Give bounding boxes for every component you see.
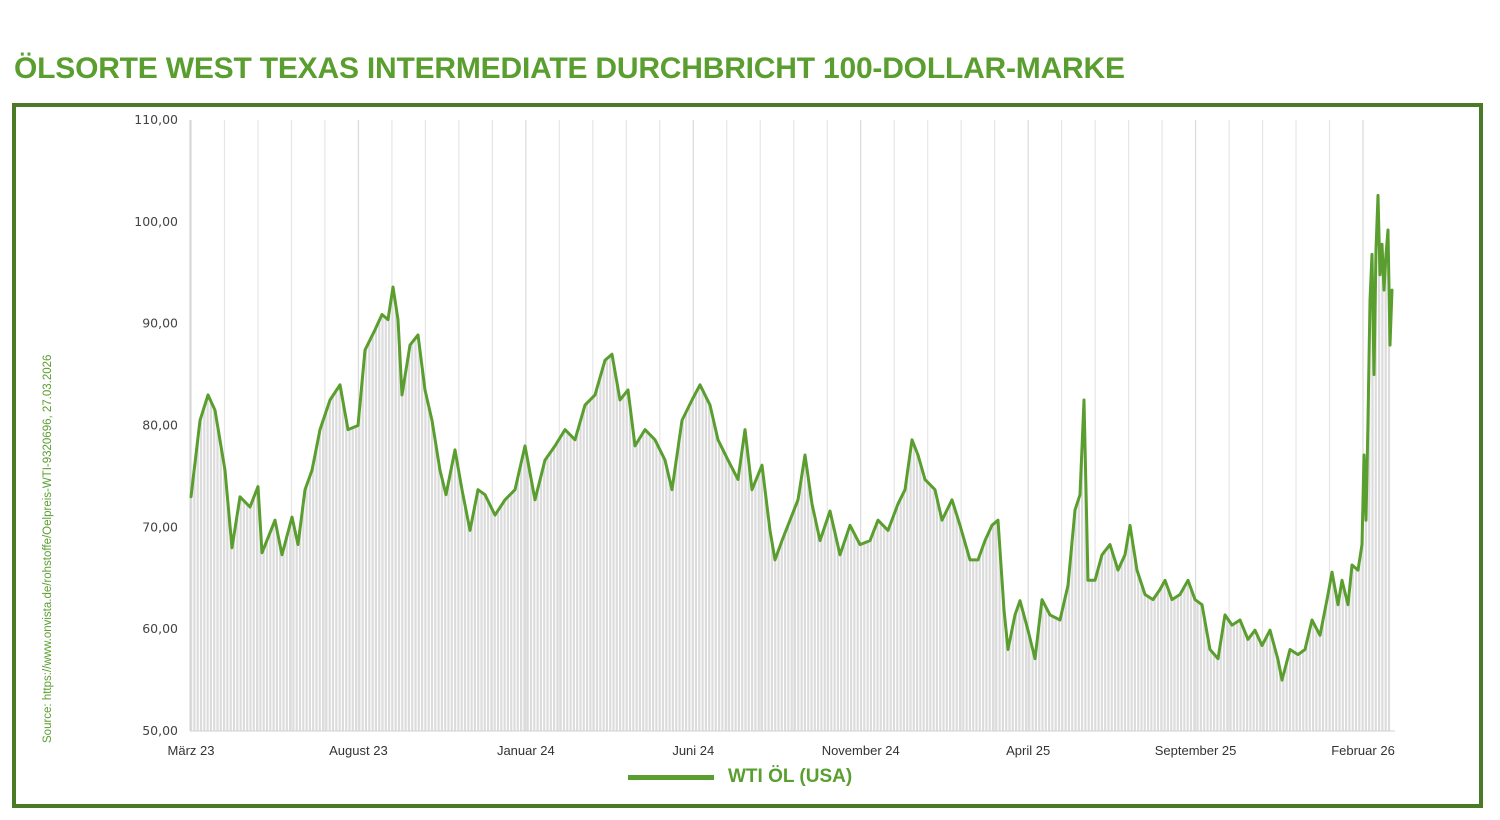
x-tick-label: Januar 24 — [497, 743, 555, 758]
y-tick-label: 90,00 — [142, 316, 178, 331]
x-axis-ticks: März 23 August 23 Januar 24 Juni 24 November… — [168, 743, 1395, 758]
wti-price-line — [189, 193, 1394, 682]
y-axis-ticks: 50,00 60,00 70,00 80,00 90,00 100,00 110,00 — [134, 112, 178, 738]
x-tick-label: April 25 — [1006, 743, 1050, 758]
chart-title: ÖLSORTE WEST TEXAS INTERMEDIATE DURCHBRI… — [14, 52, 1125, 85]
x-tick-label: November 24 — [822, 743, 900, 758]
x-tick-label: Februar 26 — [1331, 743, 1395, 758]
chart-frame — [12, 103, 1483, 808]
background-bars — [190, 235, 1391, 732]
x-tick-label: März 23 — [168, 743, 215, 758]
x-tick-label: September 25 — [1155, 743, 1237, 758]
x-tick-label: Juni 24 — [672, 743, 714, 758]
legend-line-swatch — [628, 774, 714, 780]
x-tick-label: August 23 — [329, 743, 388, 758]
legend-label: WTI ÖL (USA) — [728, 766, 853, 787]
y-tick-label: 50,00 — [142, 723, 178, 738]
y-tick-label: 70,00 — [142, 519, 178, 534]
y-tick-label: 60,00 — [142, 621, 178, 636]
y-tick-label: 110,00 — [134, 112, 178, 127]
legend: WTI ÖL (USA) — [628, 766, 852, 788]
y-tick-label: 80,00 — [142, 418, 178, 433]
y-tick-label: 100,00 — [134, 214, 178, 229]
